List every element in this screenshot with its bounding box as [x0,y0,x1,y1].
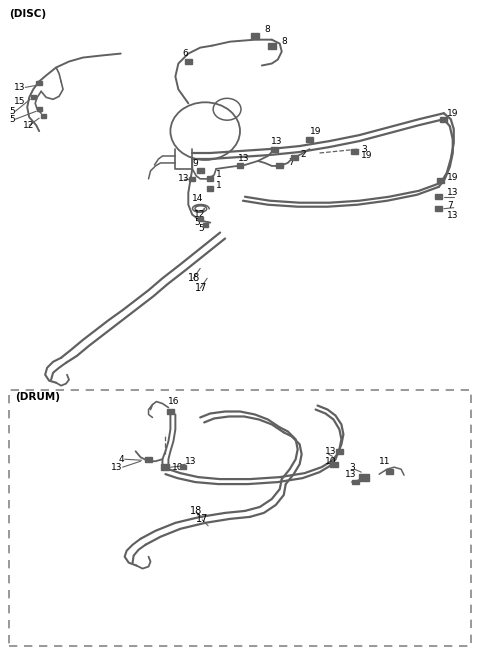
Bar [276,164,283,168]
Text: 19: 19 [447,109,458,118]
Text: 8: 8 [282,37,288,46]
Bar [351,149,358,153]
Text: 19: 19 [310,126,321,136]
Text: 17: 17 [196,514,209,524]
Bar [271,147,278,151]
Text: 10: 10 [172,463,184,471]
Text: 13: 13 [346,469,357,479]
Bar [185,59,192,64]
Text: 13: 13 [271,136,282,145]
Text: 3: 3 [349,463,355,471]
Text: 9: 9 [192,160,198,168]
Text: 12: 12 [194,210,205,219]
Bar [207,177,213,181]
Bar [41,114,46,118]
Bar [237,164,243,168]
Text: 7: 7 [447,201,453,210]
Bar [31,95,36,99]
Text: 12: 12 [23,121,35,130]
Bar [336,449,343,454]
Bar [352,480,359,484]
Bar [189,177,195,181]
Bar [251,33,259,38]
Bar [360,473,369,481]
Text: 13: 13 [14,83,26,92]
Bar [145,457,152,462]
Bar [203,222,208,227]
Text: 13: 13 [324,447,336,456]
Text: 5: 5 [198,224,204,233]
Text: 13: 13 [238,155,250,164]
Text: 1: 1 [216,181,222,190]
Text: 16: 16 [168,397,180,406]
Text: 5: 5 [9,107,15,116]
Bar [435,194,443,200]
Bar [207,186,213,191]
Bar [435,206,443,211]
Text: 13: 13 [447,211,458,220]
Bar [167,409,174,414]
Text: 14: 14 [192,194,204,203]
Bar [330,462,338,467]
Bar [268,42,276,49]
Bar [9,390,471,646]
Text: (DISC): (DISC) [9,9,47,19]
Text: 19: 19 [361,151,373,160]
Text: 7: 7 [288,158,294,168]
Text: 18: 18 [190,506,203,516]
Bar [180,465,186,469]
Bar [291,155,298,160]
Text: 13: 13 [185,456,197,466]
Text: 17: 17 [195,283,208,293]
Text: 13: 13 [447,188,458,198]
Bar [306,137,313,141]
Bar [440,117,447,122]
Text: 4: 4 [119,454,124,464]
Text: 15: 15 [14,96,26,106]
Text: 6: 6 [182,49,188,58]
Text: 19: 19 [447,173,458,183]
Text: 3: 3 [361,145,367,153]
Text: 18: 18 [188,273,201,283]
Text: 11: 11 [379,456,391,466]
Bar [437,179,444,183]
Bar [161,464,169,470]
Bar [198,216,203,220]
Bar [36,108,42,111]
Text: 1: 1 [216,170,222,179]
Text: 10: 10 [324,456,336,466]
Text: 8: 8 [265,25,271,34]
Bar [36,82,42,85]
Bar [385,469,393,473]
Text: 5: 5 [194,218,200,227]
Text: 5: 5 [9,115,15,124]
Text: 13: 13 [111,463,122,471]
Text: 13: 13 [179,174,190,183]
Text: 2: 2 [300,151,306,160]
Text: (DRUM): (DRUM) [15,392,60,402]
Bar [197,168,204,173]
